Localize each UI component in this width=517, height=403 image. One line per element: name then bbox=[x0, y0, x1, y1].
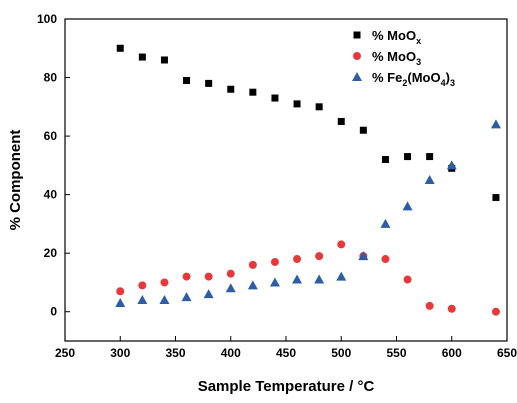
legend-item: % Fe2(MoO4)3 bbox=[352, 70, 455, 88]
x-axis-title: Sample Temperature / °C bbox=[198, 378, 375, 395]
data-point bbox=[183, 76, 191, 84]
data-point bbox=[205, 79, 213, 87]
data-point bbox=[358, 251, 369, 261]
legend-label: % MoO3 bbox=[372, 49, 421, 67]
data-point bbox=[226, 269, 235, 278]
x-tick-label: 450 bbox=[276, 346, 296, 360]
data-point bbox=[115, 297, 126, 307]
legend: % MoOx % MoO3 % Fe2(MoO4)3 bbox=[352, 28, 455, 88]
data-point bbox=[424, 175, 435, 184]
data-point bbox=[159, 295, 170, 305]
data-point bbox=[336, 271, 347, 281]
x-tick-label: 500 bbox=[331, 346, 351, 360]
y-tick-label: 20 bbox=[44, 246, 58, 260]
data-point bbox=[181, 292, 192, 302]
y-tick-label: 60 bbox=[44, 129, 58, 143]
data-point bbox=[425, 301, 434, 310]
data-point bbox=[491, 307, 500, 316]
legend-item: % MoOx bbox=[353, 28, 421, 46]
data-point bbox=[380, 218, 391, 228]
x-tick-label: 350 bbox=[165, 346, 185, 360]
legend-label: % MoOx bbox=[372, 28, 421, 46]
data-point bbox=[447, 304, 456, 313]
data-point bbox=[160, 56, 168, 64]
data-point bbox=[446, 160, 457, 170]
data-point bbox=[138, 281, 147, 290]
y-tick-label: 0 bbox=[50, 305, 57, 319]
data-point bbox=[160, 278, 169, 287]
data-point bbox=[315, 252, 324, 261]
data-point bbox=[381, 255, 390, 264]
y-tick-label: 80 bbox=[44, 71, 58, 85]
x-tick-label: 600 bbox=[442, 346, 462, 360]
data-point bbox=[203, 289, 214, 299]
data-point bbox=[249, 88, 257, 96]
data-point bbox=[315, 103, 323, 111]
data-point bbox=[426, 153, 434, 161]
series-square bbox=[116, 44, 500, 202]
data-point bbox=[292, 274, 303, 284]
legend-marker bbox=[352, 72, 362, 81]
y-tick-label: 100 bbox=[37, 12, 57, 26]
plot-frame bbox=[64, 18, 508, 342]
data-point bbox=[293, 100, 301, 108]
axis-ticks: 250 300 350 400 450 500 550 600 650 0 20 40 60 80 100 bbox=[37, 12, 517, 360]
x-tick-label: 250 bbox=[55, 346, 75, 360]
data-point bbox=[270, 257, 279, 266]
data-point bbox=[492, 194, 500, 202]
data-point bbox=[403, 275, 412, 284]
data-point bbox=[247, 280, 258, 290]
data-points bbox=[115, 44, 501, 316]
x-tick-label: 650 bbox=[497, 346, 517, 360]
data-point bbox=[381, 156, 389, 164]
data-point bbox=[248, 260, 257, 269]
data-point bbox=[337, 240, 346, 249]
x-tick-label: 400 bbox=[221, 346, 241, 360]
series-circle bbox=[116, 240, 500, 316]
series-triangle bbox=[115, 119, 501, 307]
data-point bbox=[225, 283, 236, 293]
data-point bbox=[271, 94, 279, 102]
data-point bbox=[269, 277, 280, 287]
legend-marker bbox=[353, 31, 361, 39]
data-point bbox=[116, 287, 125, 296]
data-point bbox=[204, 272, 213, 281]
data-point bbox=[138, 53, 146, 61]
y-tick-label: 40 bbox=[44, 188, 58, 202]
data-point bbox=[337, 117, 345, 125]
data-point bbox=[490, 119, 501, 129]
legend-label: % Fe2(MoO4)3 bbox=[372, 70, 455, 88]
legend-marker bbox=[353, 52, 361, 60]
data-point bbox=[404, 153, 412, 161]
x-tick-label: 300 bbox=[110, 346, 130, 360]
data-point bbox=[227, 85, 235, 93]
data-point bbox=[293, 255, 302, 264]
data-point bbox=[182, 272, 191, 281]
y-axis-title: % Component bbox=[7, 130, 24, 231]
x-tick-label: 550 bbox=[386, 346, 406, 360]
legend-item: % MoO3 bbox=[353, 49, 421, 67]
data-point bbox=[402, 201, 413, 211]
data-point bbox=[137, 295, 148, 305]
data-point bbox=[359, 126, 367, 134]
data-point bbox=[314, 274, 325, 284]
data-point bbox=[116, 44, 124, 52]
